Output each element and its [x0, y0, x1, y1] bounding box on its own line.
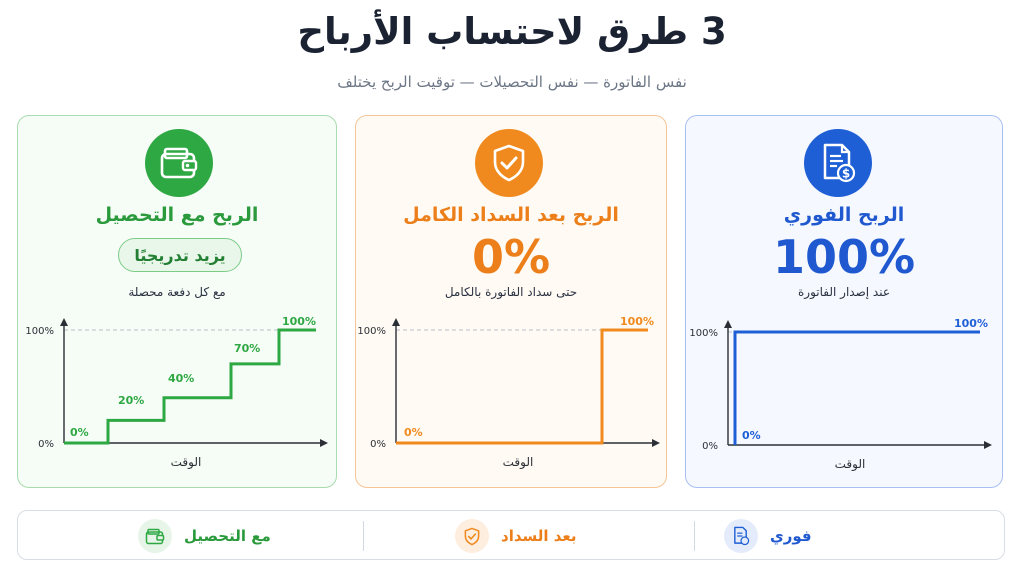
y-axis-arrow: [60, 318, 68, 326]
series-line: [396, 328, 648, 445]
y-axis-arrow: [724, 320, 732, 328]
legend-bar: مع التحصيل بعد السداد فوري: [17, 510, 1005, 560]
x-axis-arrow: [984, 441, 992, 449]
card-desc-collection: مع كل دفعة محصلة: [128, 285, 226, 299]
chart-instant: 100% 0% الوقت 0% 100%: [689, 317, 992, 472]
shield-check-icon: [475, 129, 543, 197]
legend-divider: [694, 521, 695, 551]
chart-collection: 100% 0% الوقت 0% 20% 40% 70% 100%: [25, 315, 328, 470]
shield-check-icon: [455, 519, 489, 553]
card-desc-full-payment: حتى سداد الفاتورة بالكامل: [444, 285, 578, 299]
data-label: 40%: [168, 372, 194, 385]
card-title-instant: الربح الفوري: [783, 204, 905, 226]
y-tick-label: 100%: [689, 328, 718, 339]
invoice-dollar-icon: [724, 519, 758, 553]
legend-label-full-payment: بعد السداد: [501, 527, 577, 545]
big-value-full-payment: 0%: [471, 230, 551, 284]
legend-full-payment: بعد السداد: [455, 511, 577, 561]
y-tick-label: 0%: [702, 441, 718, 452]
legend-divider: [363, 521, 364, 551]
card-title-full-payment: الربح بعد السداد الكامل: [403, 204, 619, 226]
data-label: 70%: [234, 342, 260, 355]
wallet-icon: [138, 519, 172, 553]
data-label: 20%: [118, 394, 144, 407]
y-tick-label: 100%: [25, 326, 54, 337]
card-full-payment: الربح بعد السداد الكامل 0% حتى سداد الفا…: [355, 115, 667, 488]
data-label: 0%: [70, 426, 89, 439]
card-collection: الربح مع التحصيل يزيد تدريجيًا مع كل دفع…: [17, 115, 337, 488]
data-label: 100%: [620, 315, 654, 328]
card-desc-instant: عند إصدار الفاتورة: [798, 285, 890, 299]
svg-text:$: $: [842, 167, 850, 181]
x-axis-arrow: [320, 439, 328, 447]
legend-label-instant: فوري: [770, 527, 812, 545]
legend-instant: فوري: [724, 511, 812, 561]
data-label: 0%: [742, 429, 761, 442]
x-axis-label: الوقت: [503, 455, 534, 470]
data-label: 100%: [954, 317, 988, 330]
wallet-icon: [145, 129, 213, 197]
big-value-instant: 100%: [772, 230, 916, 284]
y-axis-arrow: [392, 318, 400, 326]
x-axis-label: الوقت: [171, 455, 202, 470]
x-axis-label: الوقت: [835, 457, 866, 472]
page-title: 3 طرق لاحتساب الأرباح: [297, 10, 727, 53]
series-line: [64, 328, 316, 445]
card-instant: $ الربح الفوري 100% عند إصدار الفاتورة 1…: [685, 115, 1003, 488]
invoice-dollar-icon: $: [804, 129, 872, 197]
y-tick-label: 0%: [38, 439, 54, 450]
data-label: 0%: [404, 426, 423, 439]
gradual-badge: يزيد تدريجيًا: [118, 238, 242, 272]
legend-label-collection: مع التحصيل: [184, 527, 271, 545]
y-tick-label: 100%: [357, 326, 386, 337]
data-label: 100%: [282, 315, 316, 328]
x-axis-arrow: [652, 439, 660, 447]
series-line: [733, 330, 980, 445]
card-title-collection: الربح مع التحصيل: [95, 204, 259, 226]
chart-full-payment: 100% 0% الوقت 0% 100%: [357, 315, 660, 470]
y-tick-label: 0%: [370, 439, 386, 450]
page-subtitle: نفس الفاتورة — نفس التحصيلات — توقيت الر…: [337, 73, 687, 91]
legend-collection: مع التحصيل: [138, 511, 271, 561]
